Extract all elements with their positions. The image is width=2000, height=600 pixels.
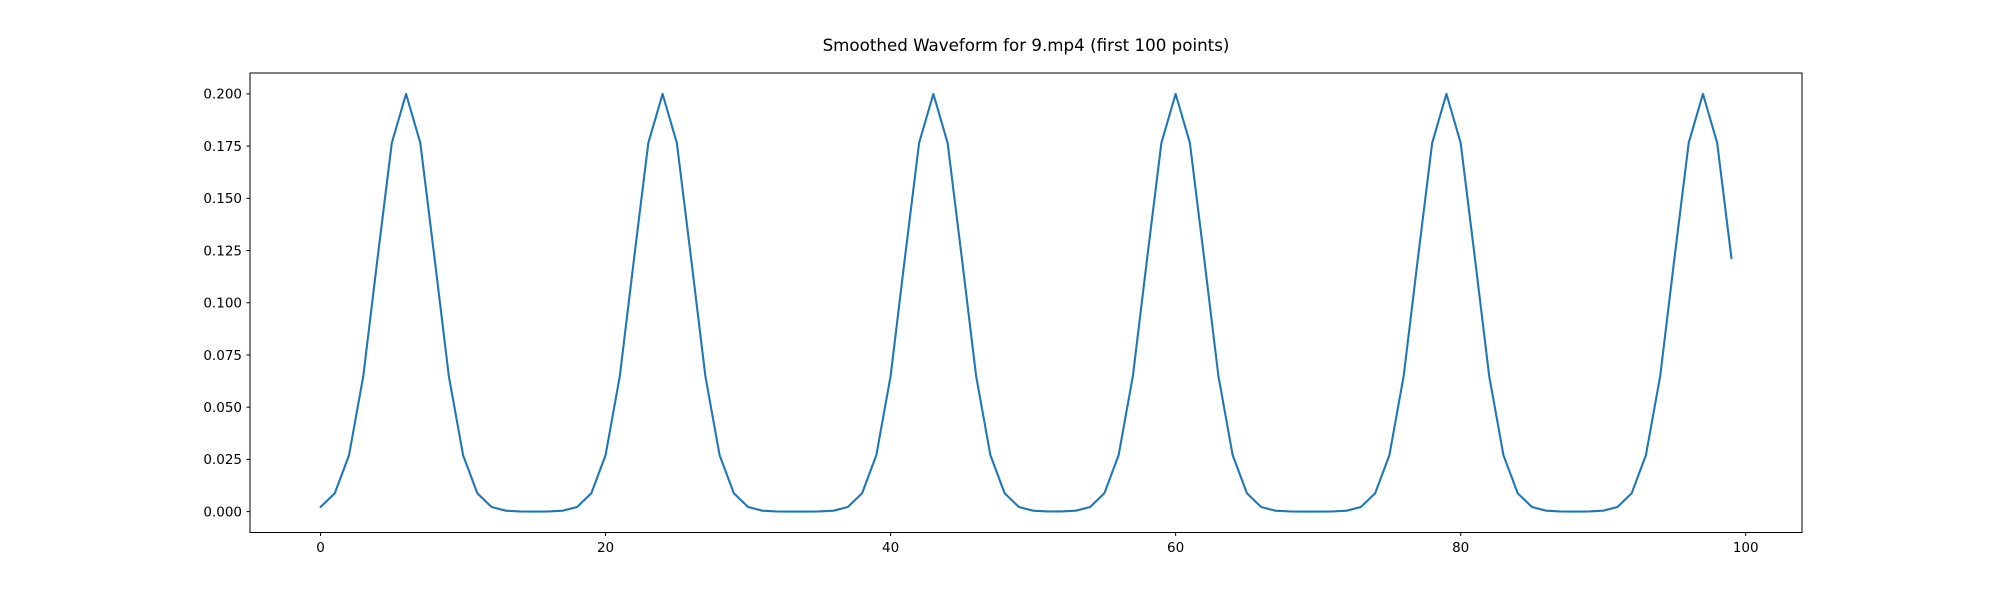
series-layer (319, 92, 1733, 513)
y-tick-label: 0.175 (203, 139, 242, 155)
y-tick-label: 0.000 (203, 504, 242, 520)
axes-layer: 0 20 40 60 80 100 0.000 0.025 0.050 0.075 0.100 0.1… (203, 72, 1803, 556)
x-tick-label: 20 (597, 540, 614, 556)
y-tick-label: 0.025 (203, 452, 242, 468)
chart-title: Smoothed Waveform for 9.mp4 (first 100 p… (823, 35, 1230, 55)
y-tick-label: 0.200 (203, 87, 242, 103)
y-tick-label: 0.150 (203, 191, 242, 207)
x-tick-label: 40 (882, 540, 899, 556)
x-tick-label: 80 (1452, 540, 1469, 556)
waveform-line (319, 92, 1733, 513)
plot-border (249, 72, 1803, 533)
y-tick-label: 0.125 (203, 243, 242, 259)
x-tick-label: 0 (316, 540, 325, 556)
y-tick-label: 0.075 (203, 348, 242, 364)
x-tick-label: 100 (1733, 540, 1759, 556)
y-tick-label: 0.100 (203, 296, 242, 312)
x-tick-label: 60 (1167, 540, 1184, 556)
y-tick-label: 0.050 (203, 400, 242, 416)
